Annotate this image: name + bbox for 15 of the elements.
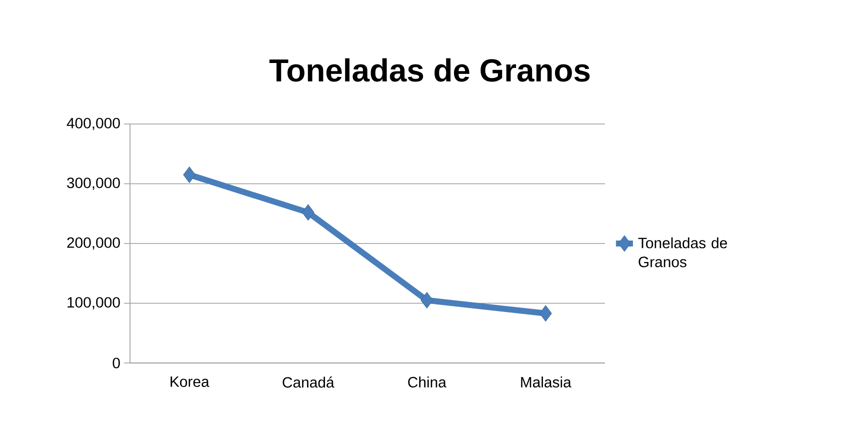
point (302, 204, 314, 221)
y-tick-label: 0 (112, 358, 120, 368)
x-tick-label: Canadá (282, 376, 334, 388)
y-tick-label: 100,000 (68, 297, 120, 310)
y-tick-label: 400,000 (66, 118, 120, 130)
y-tick-label: 300,000 (67, 178, 120, 190)
point (539, 305, 552, 322)
y-tick-label: 200,000 (67, 237, 120, 250)
x-tick-label: China (408, 376, 446, 388)
point (183, 166, 196, 184)
point (420, 292, 434, 309)
legend-label: Toneladas de Granos (638, 237, 727, 268)
x-tick-label: Korea (170, 376, 210, 387)
chart-title: Toneladas de Granos (269, 58, 590, 82)
x-tick-label: Malasia (521, 376, 572, 388)
